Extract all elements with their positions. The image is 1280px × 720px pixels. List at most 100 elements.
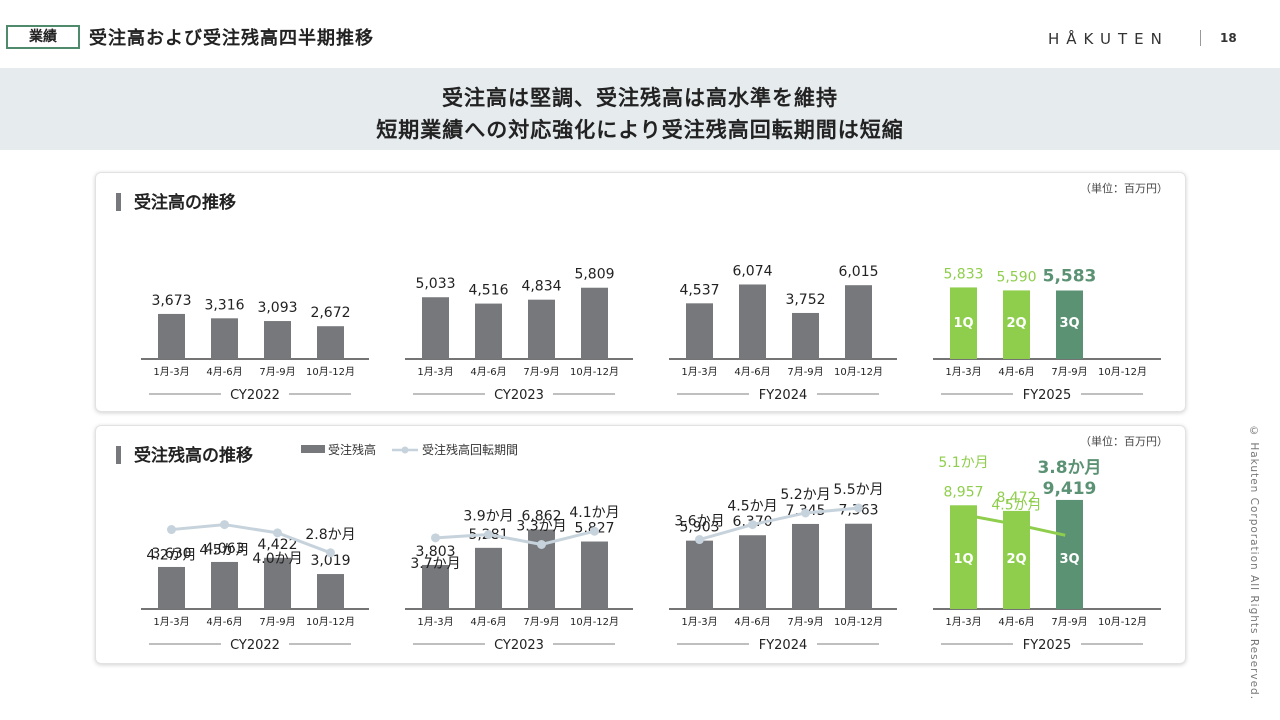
quarter-tick-label: 10月-12月: [1098, 616, 1147, 628]
value-label: 4,834: [521, 279, 561, 295]
bar: [1056, 499, 1083, 609]
turnover-point: [431, 533, 440, 543]
bar: [211, 318, 238, 359]
group-label: FY2024: [759, 638, 808, 653]
value-label: 3,803: [415, 544, 455, 560]
turnover-point: [1065, 531, 1074, 541]
turnover-label: 5.2か月: [780, 487, 830, 503]
value-label: 5,903: [679, 520, 719, 536]
quarter-tick-label: 1月-3月: [153, 616, 189, 628]
value-label: 8,957: [943, 484, 983, 500]
quarter-tag: 3Q: [1059, 552, 1079, 567]
quarter-tick-label: 7月-9月: [787, 616, 823, 628]
turnover-label: 4.5か月: [199, 543, 249, 559]
bar: [158, 313, 185, 359]
legend-bar-label: 受注残高: [328, 442, 376, 457]
title-marker: [116, 193, 121, 211]
value-label: 3,093: [257, 300, 297, 316]
page-title: 受注高および受注残高四半期推移: [89, 28, 374, 49]
value-label: 3,316: [204, 297, 244, 313]
turnover-label: 3.9か月: [463, 509, 513, 525]
turnover-label: 4.0か月: [252, 551, 302, 567]
quarter-tick-label: 1月-3月: [945, 616, 981, 628]
quarter-tick-label: 10月-12月: [306, 616, 355, 628]
turnover-label: 4.5か月: [991, 498, 1041, 514]
bar: [422, 297, 449, 359]
bar: [264, 557, 291, 609]
headline-banner: 受注高は堅調、受注残高は高水準を維持 短期業績への対応強化により受注残高回転期間…: [0, 68, 1280, 150]
copyright-text: © Hakuten Corporation All Rights Reserve…: [1248, 425, 1260, 701]
turnover-label: 4.2か月: [146, 548, 196, 564]
quarter-tick-label: 7月-9月: [1051, 616, 1087, 628]
bar: [528, 299, 555, 359]
bar: [950, 505, 977, 609]
turnover-label: 3.6か月: [674, 514, 724, 530]
backlog-panel: 受注残高の推移 （単位：百万円） 1月-3月 4月-6月 7月-9月 10月-12月 CY2…: [95, 425, 1186, 664]
bar: [739, 284, 766, 359]
chart-title: 受注残高の推移: [134, 445, 253, 466]
turnover-point: [167, 525, 176, 535]
turnover-label: 4.1か月: [569, 505, 619, 521]
quarter-tag: 1Q: [953, 552, 973, 567]
group-label: CY2023: [494, 388, 544, 403]
quarter-tag: 3Q: [1059, 316, 1079, 331]
bar: [845, 285, 872, 359]
orders-chart: 受注高の推移 （単位：百万円） 1月-3月 4月-6月 7月-9月 10月-12月 CY20…: [116, 181, 1168, 403]
unit-label: （単位：百万円）: [1080, 434, 1168, 448]
turnover-label: 3.7か月: [410, 556, 460, 572]
quarter-tick-label: 7月-9月: [523, 616, 559, 628]
bar: [422, 564, 449, 609]
quarter-tick-label: 10月-12月: [570, 366, 619, 378]
turnover-line: [435, 529, 595, 547]
quarter-tick-label: 4月-6月: [206, 366, 242, 378]
quarter-tick-label: 7月-9月: [787, 366, 823, 378]
legend-line-marker: [401, 446, 409, 454]
quarter-tick-label: 1月-3月: [681, 366, 717, 378]
turnover-point: [590, 526, 599, 536]
value-label: 8,472: [996, 490, 1036, 506]
value-label: 6,015: [838, 264, 878, 280]
bar: [1003, 290, 1030, 359]
title-marker: [116, 446, 121, 464]
legend-line-label: 受注残高回転期間: [422, 442, 518, 457]
quarter-tag: 2Q: [1006, 316, 1026, 331]
quarter-tick-label: 10月-12月: [1098, 366, 1147, 378]
quarter-tick-label: 1月-3月: [153, 366, 189, 378]
bar: [158, 566, 185, 609]
value-label: 6,862: [521, 509, 561, 525]
bar: [1056, 290, 1083, 359]
group-label: CY2023: [494, 638, 544, 653]
turnover-label: 5.5か月: [833, 482, 883, 498]
value-label: 3,673: [151, 293, 191, 309]
group-label: FY2025: [1023, 638, 1072, 653]
value-label: 4,537: [679, 282, 719, 298]
bar: [264, 321, 291, 359]
value-label: 4,516: [468, 283, 508, 299]
turnover-point: [748, 520, 757, 530]
quarter-tick-label: 7月-9月: [1051, 366, 1087, 378]
section-badge: 業績: [6, 25, 80, 49]
headline-line-2: 短期業績への対応強化により受注残高回転期間は短縮: [376, 118, 904, 142]
quarter-tick-label: 1月-3月: [945, 366, 981, 378]
quarter-tick-label: 4月-6月: [734, 366, 770, 378]
value-label: 5,590: [996, 269, 1036, 285]
turnover-label: 3.3か月: [516, 519, 566, 535]
orders-panel: 受注高の推移 （単位：百万円） 1月-3月 4月-6月 7月-9月 10月-12月 CY20…: [95, 172, 1186, 412]
bar: [475, 547, 502, 609]
value-label: 2,672: [310, 305, 350, 321]
backlog-chart: 受注残高の推移 （単位：百万円） 1月-3月 4月-6月 7月-9月 10月-12月 CY2…: [116, 434, 1168, 653]
quarter-tick-label: 4月-6月: [470, 616, 506, 628]
quarter-tag: 2Q: [1006, 552, 1026, 567]
turnover-point: [273, 528, 282, 538]
value-label: 5,583: [1043, 266, 1097, 286]
value-label: 3,752: [785, 292, 825, 308]
value-label: 5,033: [415, 276, 455, 292]
turnover-point: [220, 520, 229, 530]
quarter-tick-label: 1月-3月: [681, 616, 717, 628]
quarter-tick-label: 4月-6月: [470, 366, 506, 378]
bar: [686, 303, 713, 359]
value-label: 5,833: [943, 266, 983, 282]
quarter-tag: 1Q: [953, 316, 973, 331]
headline-line-1: 受注高は堅調、受注残高は高水準を維持: [442, 86, 838, 110]
quarter-tick-label: 7月-9月: [259, 366, 295, 378]
